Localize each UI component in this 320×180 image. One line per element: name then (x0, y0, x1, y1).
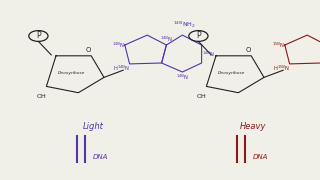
Text: $^{15N}$N: $^{15N}$N (272, 40, 285, 50)
Text: OH: OH (197, 94, 206, 100)
Text: H$^{15N}$N: H$^{15N}$N (273, 64, 290, 73)
Text: Deoxyribose: Deoxyribose (58, 71, 86, 75)
Text: DNA: DNA (253, 154, 268, 160)
Text: P: P (36, 31, 41, 40)
Text: $^{14N}$NH$_2$: $^{14N}$NH$_2$ (173, 19, 195, 30)
Text: O: O (245, 47, 251, 53)
Text: H$^{14N}$N: H$^{14N}$N (113, 64, 130, 73)
Text: OH: OH (37, 94, 46, 100)
Text: $^{14N}$N: $^{14N}$N (112, 40, 125, 50)
Text: Deoxyribose: Deoxyribose (218, 71, 246, 75)
Text: Heavy: Heavy (240, 122, 266, 131)
Text: $^{14N}$N: $^{14N}$N (160, 35, 173, 44)
Text: $^{14N}$N: $^{14N}$N (202, 49, 215, 59)
Text: DNA: DNA (93, 154, 108, 160)
Text: Light: Light (82, 122, 103, 131)
Text: $^{14N}$N: $^{14N}$N (176, 73, 189, 82)
Text: O: O (85, 47, 91, 53)
Text: P: P (196, 31, 201, 40)
